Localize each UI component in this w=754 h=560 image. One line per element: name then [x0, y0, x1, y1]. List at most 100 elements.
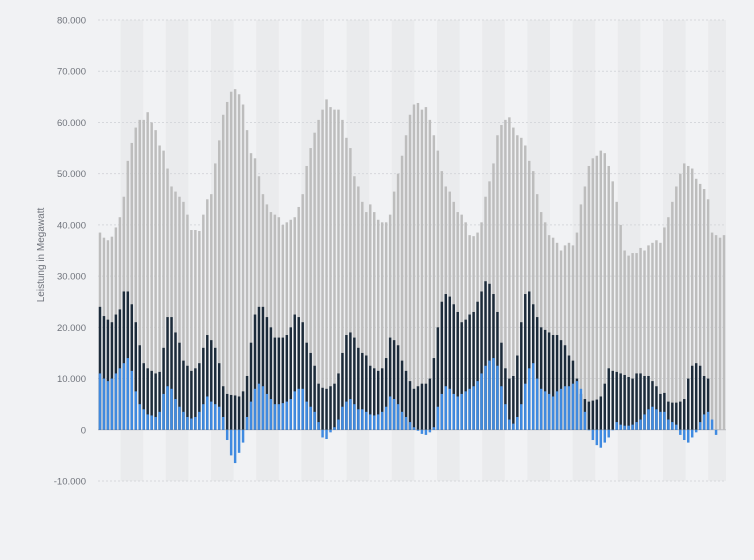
bar-s1-71[interactable] — [380, 368, 384, 430]
bar-s1-34[interactable] — [233, 395, 237, 430]
bar-s0-30[interactable] — [218, 140, 221, 430]
bar-s0-150[interactable] — [694, 178, 698, 430]
bar-s2-147[interactable] — [683, 429, 686, 441]
bar-s1-106[interactable] — [520, 322, 523, 430]
bar-s1-45[interactable] — [277, 337, 281, 430]
bar-s1-82[interactable] — [424, 383, 428, 430]
bar-s2-85[interactable] — [436, 406, 440, 430]
bar-s2-2[interactable] — [106, 381, 110, 430]
bar-s1-20[interactable] — [178, 342, 181, 430]
bar-s1-56[interactable] — [321, 387, 324, 430]
bar-s2-67[interactable] — [365, 411, 368, 430]
bar-s1-113[interactable] — [547, 332, 551, 430]
bar-s1-52[interactable] — [305, 342, 308, 430]
bar-s1-33[interactable] — [229, 394, 233, 430]
bar-s0-36[interactable] — [241, 104, 245, 430]
bar-s2-102[interactable] — [504, 404, 507, 430]
bar-s0-19[interactable] — [174, 191, 177, 430]
bar-s1-93[interactable] — [468, 314, 471, 430]
bar-s2-107[interactable] — [524, 383, 527, 430]
bar-s1-6[interactable] — [122, 291, 126, 430]
bar-s1-123[interactable] — [587, 401, 591, 430]
bar-s1-90[interactable] — [456, 311, 459, 430]
bar-s1-98[interactable] — [488, 283, 491, 430]
bar-s1-67[interactable] — [365, 355, 368, 430]
bar-s0-82[interactable] — [424, 107, 428, 430]
bar-s2-142[interactable] — [663, 411, 666, 430]
bar-s2-78[interactable] — [408, 422, 412, 430]
bar-s0-46[interactable] — [281, 224, 285, 430]
bar-s2-5[interactable] — [118, 368, 122, 430]
bar-s1-107[interactable] — [524, 294, 527, 430]
bar-s1-53[interactable] — [309, 352, 312, 430]
bar-s2-90[interactable] — [456, 396, 459, 430]
bar-s0-57[interactable] — [325, 99, 328, 430]
bar-s2-121[interactable] — [579, 388, 583, 430]
bar-s0-45[interactable] — [277, 217, 281, 430]
bar-s1-63[interactable] — [349, 332, 352, 430]
bar-s1-27[interactable] — [206, 335, 209, 430]
bar-s2-131[interactable] — [619, 424, 622, 430]
bar-s1-25[interactable] — [198, 363, 201, 430]
bar-s0-9[interactable] — [134, 127, 137, 430]
bar-s0-67[interactable] — [365, 212, 368, 430]
bar-s2-120[interactable] — [575, 381, 579, 430]
bar-s0-25[interactable] — [198, 231, 201, 430]
bar-s2-7[interactable] — [126, 358, 130, 430]
bar-s2-91[interactable] — [460, 393, 463, 430]
bar-s1-26[interactable] — [202, 347, 205, 430]
bar-s1-24[interactable] — [194, 368, 197, 430]
bar-s2-134[interactable] — [631, 424, 634, 430]
bar-s1-28[interactable] — [210, 340, 213, 430]
bar-s0-43[interactable] — [269, 212, 273, 430]
bar-s1-38[interactable] — [249, 342, 253, 430]
bar-s2-0[interactable] — [98, 373, 102, 430]
bar-s2-1[interactable] — [102, 378, 106, 430]
bar-s2-26[interactable] — [202, 404, 205, 430]
bar-s2-129[interactable] — [611, 429, 614, 431]
bar-s0-12[interactable] — [146, 112, 149, 430]
bar-s0-152[interactable] — [702, 189, 706, 430]
bar-s2-145[interactable] — [675, 424, 678, 430]
bar-s2-109[interactable] — [532, 363, 535, 430]
bar-s2-104[interactable] — [512, 423, 515, 430]
bar-s1-37[interactable] — [245, 375, 249, 430]
bar-s2-127[interactable] — [603, 429, 606, 443]
bar-s1-96[interactable] — [480, 291, 483, 430]
bar-s0-79[interactable] — [412, 104, 416, 430]
bar-s2-150[interactable] — [694, 429, 698, 433]
bar-s1-64[interactable] — [353, 337, 356, 430]
bar-s1-59[interactable] — [333, 383, 336, 430]
bar-s1-70[interactable] — [376, 370, 380, 430]
bar-s2-77[interactable] — [404, 416, 408, 430]
bar-s0-18[interactable] — [170, 186, 173, 430]
bar-s0-136[interactable] — [639, 247, 642, 430]
bar-s1-75[interactable] — [396, 345, 400, 430]
bar-s0-125[interactable] — [595, 155, 599, 430]
bar-s2-15[interactable] — [158, 411, 161, 430]
bar-s1-31[interactable] — [221, 386, 225, 430]
bar-s0-83[interactable] — [428, 119, 432, 430]
bar-s1-135[interactable] — [635, 373, 638, 430]
bar-s1-124[interactable] — [591, 400, 595, 430]
bar-s1-153[interactable] — [706, 378, 710, 430]
bar-s0-122[interactable] — [583, 186, 587, 430]
bar-s0-28[interactable] — [210, 194, 213, 430]
bar-s1-81[interactable] — [420, 383, 424, 430]
bar-s2-59[interactable] — [333, 427, 336, 430]
bar-s2-151[interactable] — [698, 422, 702, 430]
bar-s2-65[interactable] — [357, 409, 360, 430]
bar-s0-68[interactable] — [369, 204, 372, 430]
bar-s1-129[interactable] — [611, 370, 614, 430]
bar-s0-72[interactable] — [384, 222, 388, 430]
bar-s1-35[interactable] — [237, 396, 241, 430]
bar-s0-132[interactable] — [623, 250, 626, 430]
bar-s0-138[interactable] — [647, 245, 650, 430]
bar-s0-35[interactable] — [237, 94, 241, 430]
bar-s0-119[interactable] — [571, 245, 575, 430]
bar-s2-51[interactable] — [301, 388, 304, 430]
bar-s1-36[interactable] — [241, 391, 245, 430]
bar-s2-21[interactable] — [182, 411, 185, 430]
bar-s2-138[interactable] — [647, 409, 650, 430]
bar-s0-107[interactable] — [524, 145, 527, 430]
